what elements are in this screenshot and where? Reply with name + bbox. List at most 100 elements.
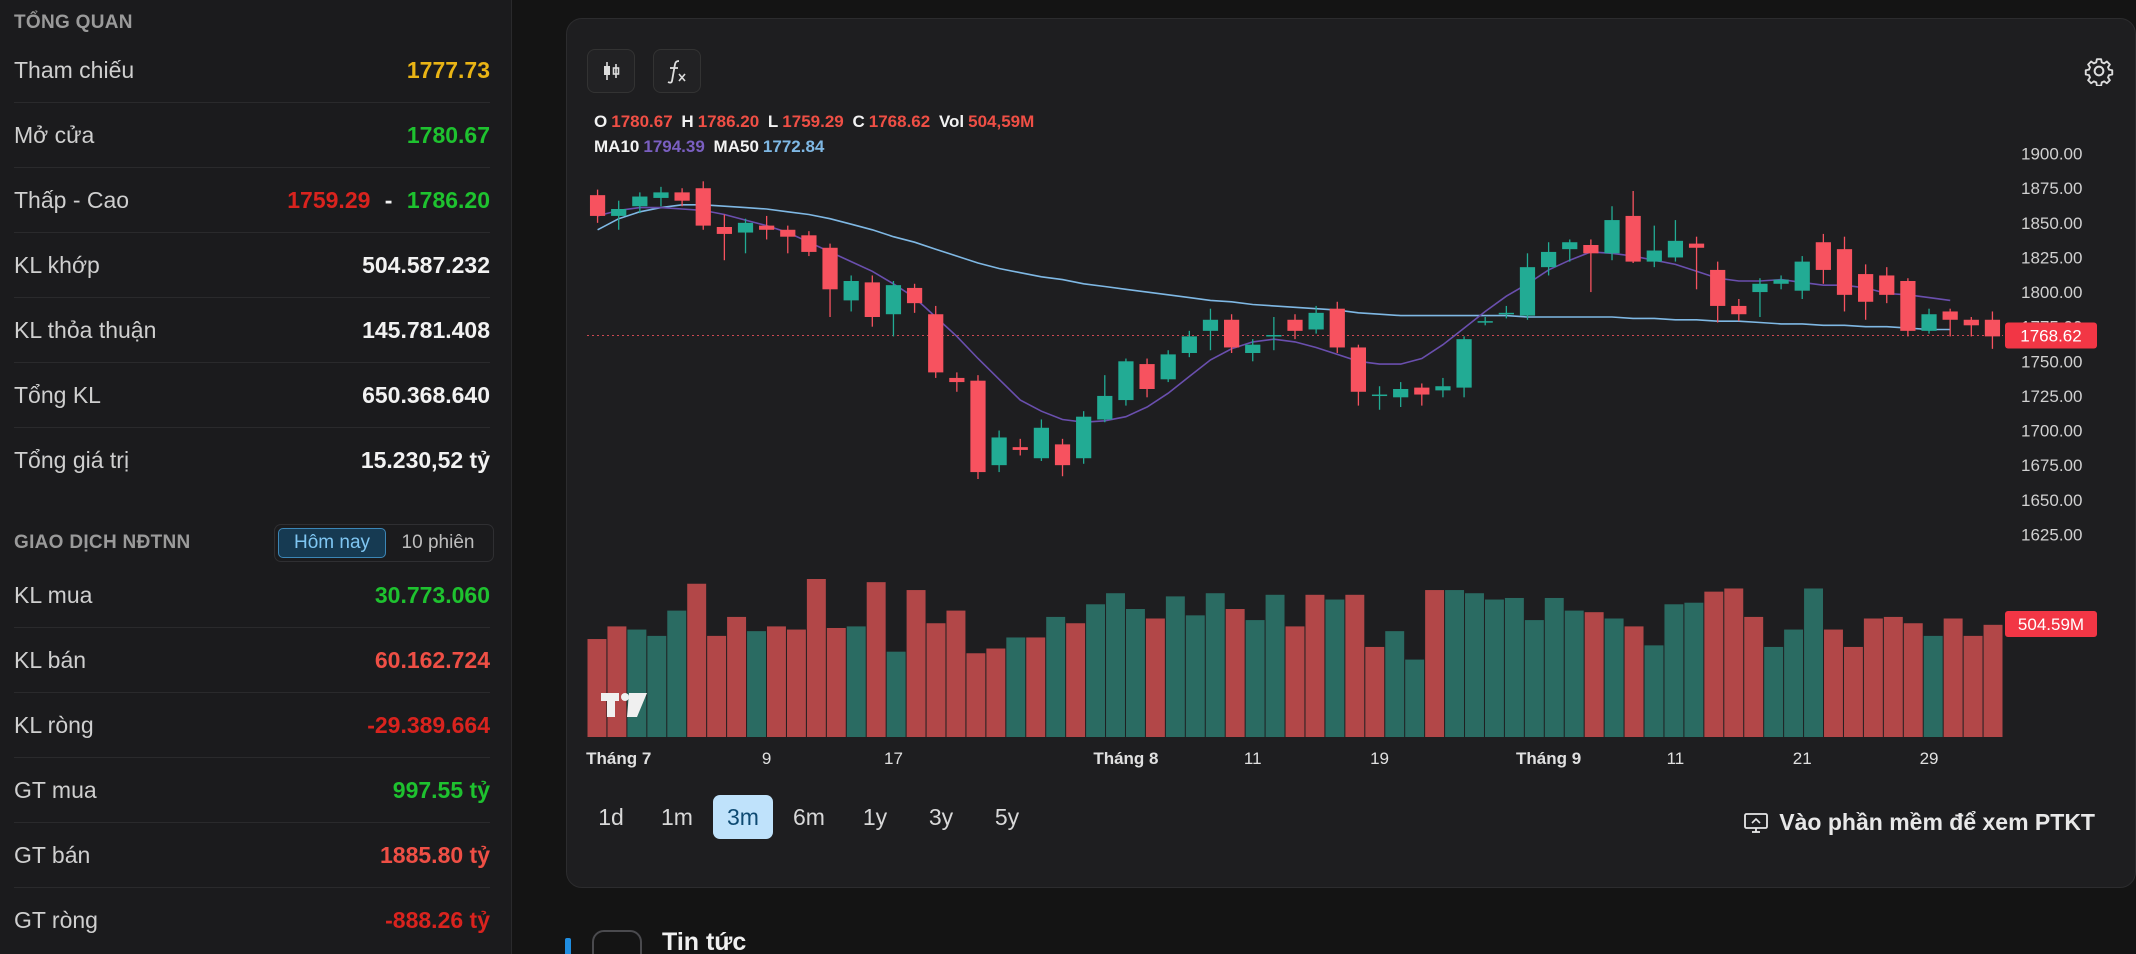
volume-bar [1744, 616, 1764, 737]
row-value: 145.781.408 [362, 316, 490, 343]
volume-bar [786, 629, 806, 737]
legend-ma10: 1794.39 [643, 137, 705, 156]
x-tick-label: 11 [1244, 749, 1262, 768]
candle-body [1223, 319, 1240, 348]
candle-body [1583, 245, 1599, 254]
volume-bar [1804, 588, 1824, 737]
stats-panel: TỔNG QUAN Tham chiếu 1777.73 Mở cửa 1780… [0, 0, 512, 954]
price-tick-label: 1800.00 [2021, 283, 2082, 302]
volume-bar [826, 627, 846, 737]
candle-body [1393, 389, 1409, 398]
foreign-period-toggle: Hôm nay 10 phiên [274, 524, 494, 562]
volume-bar [1784, 629, 1804, 737]
legend-open: 1780.67 [611, 112, 673, 131]
row-label: KL mua [14, 581, 93, 608]
volume-bar [946, 610, 966, 737]
volume-bar [966, 653, 986, 737]
ma10-line [597, 206, 1951, 424]
candle-body [1435, 386, 1451, 391]
x-tick-label: 9 [762, 749, 771, 768]
x-tick-label: 11 [1667, 749, 1685, 768]
price-tick-label: 1650.00 [2021, 491, 2082, 510]
candle-body [1202, 319, 1219, 331]
price-chart[interactable]: 1900.001875.001850.001825.001800.001775.… [567, 19, 2136, 789]
row-value: 60.162.724 [374, 646, 490, 673]
tab-10-sessions[interactable]: 10 phiên [401, 532, 475, 553]
volume-bar [1664, 604, 1684, 737]
volume-bar [1445, 590, 1465, 737]
candle-body [1266, 335, 1282, 337]
volume-bar [1843, 646, 1863, 737]
volume-bar [846, 626, 866, 737]
volume-bar [1185, 615, 1205, 737]
volume-bar [1604, 618, 1624, 737]
candle-body [1625, 215, 1641, 262]
candle-body [1414, 387, 1430, 395]
legend-vol-label: Vol [938, 112, 965, 131]
row-label: KL khớp [14, 251, 100, 278]
price-tick-label: 1875.00 [2021, 179, 2082, 198]
row-value: 1885.80 tỷ [380, 841, 490, 868]
candle-body [1942, 311, 1958, 320]
open-ta-software-link[interactable]: Vào phần mềm để xem PTKT [1743, 809, 2095, 836]
high-value: 1786.20 [406, 186, 490, 213]
period-5y[interactable]: 5y [994, 803, 1020, 830]
legend-ma10-label: MA10 [594, 137, 640, 156]
volume-bar [1165, 596, 1185, 737]
volume-bar [667, 610, 687, 737]
last-volume-badge-label: 504.59M [2018, 615, 2084, 634]
row-label: Tổng KL [14, 381, 101, 408]
candle-body [1794, 261, 1810, 291]
candle-body [737, 222, 754, 233]
period-1m[interactable]: 1m [661, 803, 693, 830]
price-tick-label: 1625.00 [2021, 525, 2082, 544]
period-3y[interactable]: 3y [928, 803, 954, 830]
period-1y[interactable]: 1y [862, 803, 888, 830]
candle-body [716, 227, 732, 234]
volume-bar [1624, 626, 1644, 737]
volume-bar [1465, 593, 1484, 737]
candle-body [1308, 312, 1324, 330]
candle-body [1688, 243, 1705, 248]
candle-body [1287, 319, 1303, 331]
volume-bar [1963, 635, 1983, 737]
candlestick-style-button[interactable] [587, 49, 635, 93]
row-value: 650.368.640 [362, 381, 490, 408]
candle-body [885, 285, 902, 315]
row-net-volume: KL ròng -29.389.664 [14, 693, 490, 758]
volume-bar [1006, 637, 1026, 737]
legend-o-label: O [594, 112, 608, 131]
monitor-icon [1744, 812, 1769, 833]
candle-body [1604, 220, 1620, 254]
volume-bar [1764, 646, 1784, 737]
volume-bar [1724, 588, 1744, 737]
candle-body [1160, 354, 1176, 380]
tab-today[interactable]: Hôm nay [278, 528, 386, 558]
candle-body [589, 195, 606, 216]
low-value: 1759.29 [287, 186, 371, 213]
period-3m[interactable]: 3m [713, 795, 773, 839]
row-sell-value: GT bán 1885.80 tỷ [14, 823, 490, 888]
period-1d[interactable]: 1d [598, 803, 624, 830]
volume-bar [1684, 602, 1704, 737]
candle-body [1646, 250, 1662, 262]
candle-body [1054, 444, 1071, 466]
volume-bar [1265, 594, 1285, 737]
price-tick-label: 1900.00 [2021, 145, 2082, 164]
x-tick-label: Tháng 8 [1093, 749, 1158, 768]
row-net-value: GT ròng -888.26 tỷ [14, 888, 490, 953]
indicators-button[interactable] [653, 49, 701, 93]
candle-body [928, 314, 944, 373]
legend-h-label: H [681, 112, 694, 131]
candle-body [611, 209, 627, 216]
row-label: KL thỏa thuận [14, 316, 157, 343]
open-ta-label: Vào phần mềm để xem PTKT [1779, 809, 2095, 835]
candle-body [1097, 395, 1113, 420]
candle-body [1329, 308, 1345, 348]
row-label: KL ròng [14, 711, 94, 738]
period-6m[interactable]: 6m [793, 803, 825, 830]
candle-body [1963, 319, 1979, 326]
candle-body [695, 188, 711, 226]
ma50-line [597, 204, 1951, 331]
chart-settings-button[interactable] [2075, 49, 2123, 93]
